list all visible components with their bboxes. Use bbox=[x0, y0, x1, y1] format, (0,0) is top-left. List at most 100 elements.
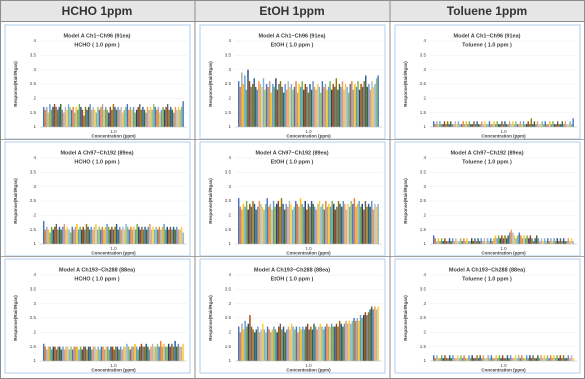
bar bbox=[245, 201, 248, 244]
bar bbox=[467, 124, 469, 127]
bar bbox=[446, 121, 449, 127]
bar bbox=[64, 106, 67, 127]
bar bbox=[315, 89, 317, 127]
bar bbox=[361, 318, 363, 361]
bar bbox=[136, 223, 138, 244]
bar bbox=[350, 323, 352, 361]
bar bbox=[81, 229, 83, 244]
bar bbox=[358, 320, 360, 361]
bar bbox=[570, 124, 573, 127]
bar bbox=[310, 89, 313, 127]
bar bbox=[87, 226, 89, 244]
bar bbox=[111, 226, 113, 244]
bar bbox=[464, 241, 467, 244]
bar bbox=[461, 358, 464, 361]
bar bbox=[377, 203, 379, 244]
bar bbox=[359, 206, 362, 244]
bar bbox=[338, 84, 341, 127]
bar bbox=[350, 201, 352, 244]
bar bbox=[511, 358, 513, 361]
bar bbox=[553, 238, 555, 244]
bar bbox=[164, 229, 167, 244]
bar bbox=[254, 332, 256, 361]
bar bbox=[252, 329, 254, 361]
y-tick-label: 2 bbox=[228, 96, 231, 101]
bar bbox=[305, 326, 307, 361]
y-tick-label: 2 bbox=[33, 213, 36, 218]
bar bbox=[129, 106, 132, 127]
x-axis-label: Concentration (ppm) bbox=[286, 368, 331, 373]
bar bbox=[355, 206, 357, 244]
bar bbox=[169, 226, 172, 244]
bar bbox=[255, 86, 257, 127]
bar bbox=[115, 346, 117, 361]
bar bbox=[244, 320, 246, 361]
bar bbox=[152, 226, 154, 244]
bar bbox=[75, 106, 77, 127]
bar bbox=[255, 209, 257, 244]
bar bbox=[566, 124, 568, 127]
bar bbox=[516, 124, 519, 127]
bar bbox=[320, 206, 322, 244]
bar bbox=[377, 75, 379, 127]
bar bbox=[324, 326, 326, 361]
chart-title: Model A Ch1~Ch96 (91ea) bbox=[454, 33, 521, 39]
bar bbox=[356, 318, 359, 361]
bar bbox=[463, 124, 466, 127]
bar bbox=[454, 121, 457, 127]
bar bbox=[507, 235, 509, 244]
y-tick-label: 1.5 bbox=[420, 227, 427, 232]
bar bbox=[68, 229, 70, 244]
bar bbox=[258, 201, 261, 244]
bar bbox=[532, 355, 534, 361]
bar bbox=[170, 106, 172, 127]
bar bbox=[330, 89, 333, 127]
bar bbox=[341, 81, 344, 127]
bar bbox=[66, 226, 69, 244]
bar bbox=[296, 92, 299, 127]
bar bbox=[117, 229, 119, 244]
bar bbox=[162, 106, 164, 127]
bar bbox=[95, 112, 98, 127]
y-tick-label: 2 bbox=[423, 213, 426, 218]
bar bbox=[471, 355, 473, 361]
bar bbox=[273, 326, 275, 361]
bar bbox=[374, 84, 376, 127]
bar bbox=[49, 104, 51, 127]
bar bbox=[533, 358, 536, 361]
bar bbox=[353, 198, 356, 244]
bar bbox=[345, 209, 348, 244]
y-tick-label: 4 bbox=[228, 38, 231, 43]
bar bbox=[458, 358, 461, 361]
chart-subtitle: HCHO ( 1.0 ppm ) bbox=[74, 276, 119, 282]
bar bbox=[69, 106, 71, 127]
bar bbox=[479, 355, 481, 361]
bar bbox=[238, 198, 240, 244]
bar bbox=[148, 349, 151, 361]
bar bbox=[281, 86, 283, 127]
bar bbox=[51, 349, 53, 361]
y-tick-label: 3 bbox=[33, 301, 36, 306]
bar bbox=[276, 203, 278, 244]
bar bbox=[335, 78, 338, 127]
bar bbox=[165, 106, 167, 127]
bar bbox=[516, 235, 519, 244]
bar bbox=[561, 358, 563, 361]
bar bbox=[72, 106, 74, 127]
bar bbox=[531, 238, 533, 244]
y-tick-label: 2 bbox=[228, 330, 231, 335]
bar bbox=[159, 112, 161, 127]
bar bbox=[461, 241, 463, 244]
bar bbox=[120, 106, 122, 127]
bar bbox=[538, 358, 541, 361]
y-tick-label: 4 bbox=[423, 272, 426, 277]
bar bbox=[76, 346, 79, 361]
y-tick-label: 4 bbox=[33, 155, 36, 160]
bar bbox=[493, 358, 496, 361]
bar bbox=[115, 109, 118, 127]
y-tick-label: 1 bbox=[228, 358, 231, 363]
bar bbox=[348, 206, 351, 244]
y-tick-label: 4 bbox=[228, 155, 231, 160]
bar bbox=[56, 109, 59, 127]
bar bbox=[555, 124, 557, 127]
